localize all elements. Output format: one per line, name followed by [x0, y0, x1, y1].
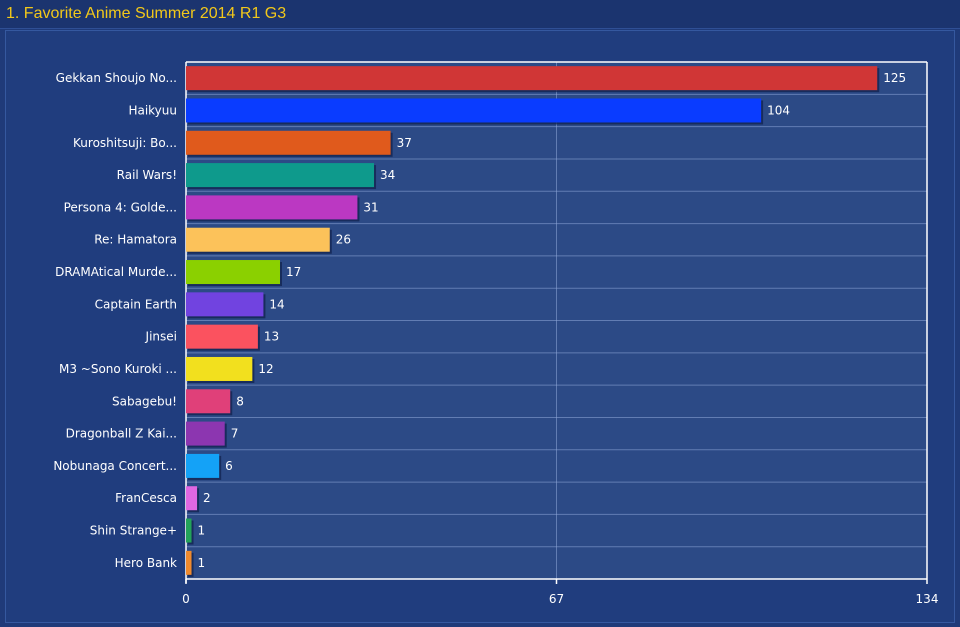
- value-label: 8: [236, 394, 244, 408]
- chart-title: 1. Favorite Anime Summer 2014 R1 G3: [6, 5, 287, 22]
- category-label: Hero Bank: [115, 556, 177, 570]
- category-label: DRAMAtical Murde...: [55, 265, 177, 279]
- value-label: 14: [269, 297, 284, 311]
- category-label: Sabagebu!: [112, 394, 177, 408]
- value-label: 13: [264, 330, 279, 344]
- category-label: Nobunaga Concert...: [53, 459, 177, 473]
- value-label: 2: [203, 491, 211, 505]
- bar: [186, 550, 192, 575]
- bar: [186, 98, 762, 123]
- bar: [186, 260, 281, 285]
- bar: [186, 195, 358, 220]
- value-label: 125: [883, 71, 906, 85]
- value-label: 104: [767, 103, 790, 117]
- category-label: Captain Earth: [95, 297, 177, 311]
- value-label: 17: [286, 265, 301, 279]
- value-label: 26: [336, 233, 351, 247]
- bar: [186, 292, 264, 317]
- category-label: Shin Strange+: [90, 524, 177, 538]
- title-bar: 1. Favorite Anime Summer 2014 R1 G3: [0, 0, 960, 29]
- category-label: M3 ~Sono Kuroki ...: [59, 362, 177, 376]
- bar: [186, 518, 192, 543]
- value-label: 31: [363, 200, 378, 214]
- chart-panel: Gekkan Shoujo No... 125 Haikyuu 104 Kuroshit…: [5, 30, 955, 623]
- bar: [186, 66, 878, 91]
- x-tick-label: 67: [549, 592, 564, 606]
- category-label: Dragonball Z Kai...: [66, 427, 177, 441]
- category-label: Jinsei: [145, 330, 177, 344]
- x-tick-label: 0: [182, 592, 190, 606]
- category-label: Persona 4: Golde...: [64, 200, 177, 214]
- bar: [186, 163, 375, 188]
- category-label: FranCesca: [115, 491, 177, 505]
- bar: [186, 389, 231, 414]
- value-label: 34: [380, 168, 395, 182]
- value-label: 1: [198, 556, 206, 570]
- category-label: Kuroshitsuji: Bo...: [73, 136, 177, 150]
- x-tick-label: 134: [916, 592, 939, 606]
- category-label: Rail Wars!: [117, 168, 177, 182]
- bar: [186, 486, 198, 511]
- value-label: 1: [198, 524, 206, 538]
- bar-chart: Gekkan Shoujo No... 125 Haikyuu 104 Kuroshit…: [53, 61, 939, 606]
- value-label: 7: [231, 427, 239, 441]
- category-label: Haikyuu: [128, 103, 177, 117]
- bar: [186, 421, 225, 446]
- category-label: Gekkan Shoujo No...: [56, 71, 177, 85]
- bar: [186, 453, 220, 478]
- bar: [186, 227, 330, 252]
- bar: [186, 356, 253, 381]
- value-label: 37: [397, 136, 412, 150]
- bar: [186, 130, 391, 155]
- bar: [186, 324, 258, 349]
- category-label: Re: Hamatora: [94, 233, 177, 247]
- value-label: 6: [225, 459, 233, 473]
- value-label: 12: [258, 362, 273, 376]
